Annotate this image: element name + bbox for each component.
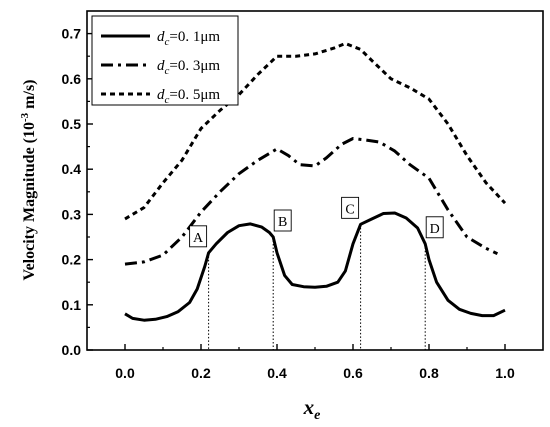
x-axis-label: xe (303, 395, 321, 423)
annotation-box (273, 209, 292, 232)
annotation-label: C (345, 202, 354, 217)
y-tick-label: 0.0 (62, 342, 82, 358)
y-tick-label: 0.7 (62, 26, 82, 42)
annotation-label: A (193, 231, 204, 246)
x-tick-label: 0.2 (191, 365, 211, 381)
x-tick-label: 0.6 (343, 365, 363, 381)
y-tick-label: 0.5 (62, 116, 82, 132)
axis-ticks: 0.0 0.2 0.4 0.6 0.8 1.0 0.0 0.1 0.2 0.3 0.4 0.5 0.6 0… (62, 26, 515, 381)
x-tick-label: 1.0 (495, 365, 515, 381)
annotation-box (341, 196, 360, 219)
series-line-0 (124, 211, 506, 322)
legend-label: dc=0. 3μm (157, 58, 220, 77)
y-axis-label: Velocity Magnitude (10-3 m/s) (19, 79, 38, 280)
annotation-box (189, 225, 208, 248)
legend-label: dc=0. 5μm (157, 87, 220, 106)
x-axis-title: xe (303, 395, 321, 423)
legend: dc=0. 1μm dc=0. 3μm dc=0. 5μm (91, 15, 239, 106)
series-line-2 (124, 42, 507, 221)
y-tick-label: 0.1 (62, 297, 82, 313)
annotation-box (425, 216, 444, 239)
series-line-1 (124, 137, 499, 266)
annotations: A B C D (189, 196, 444, 350)
x-tick-label: 0.0 (115, 365, 135, 381)
y-tick-label: 0.6 (62, 71, 82, 87)
y-axis-title: Velocity Magnitude (10-3 m/s) (19, 79, 38, 280)
x-tick-label: 0.8 (419, 365, 439, 381)
legend-label: dc=0. 1μm (157, 29, 220, 48)
y-tick-label: 0.4 (62, 161, 82, 177)
annotation-label: B (278, 215, 287, 230)
x-tick-label: 0.4 (267, 365, 287, 381)
y-tick-label: 0.3 (62, 206, 82, 222)
y-tick-label: 0.2 (62, 252, 82, 268)
series-layer (124, 42, 507, 322)
annotation-label: D (430, 222, 440, 237)
legend-box (91, 15, 239, 106)
